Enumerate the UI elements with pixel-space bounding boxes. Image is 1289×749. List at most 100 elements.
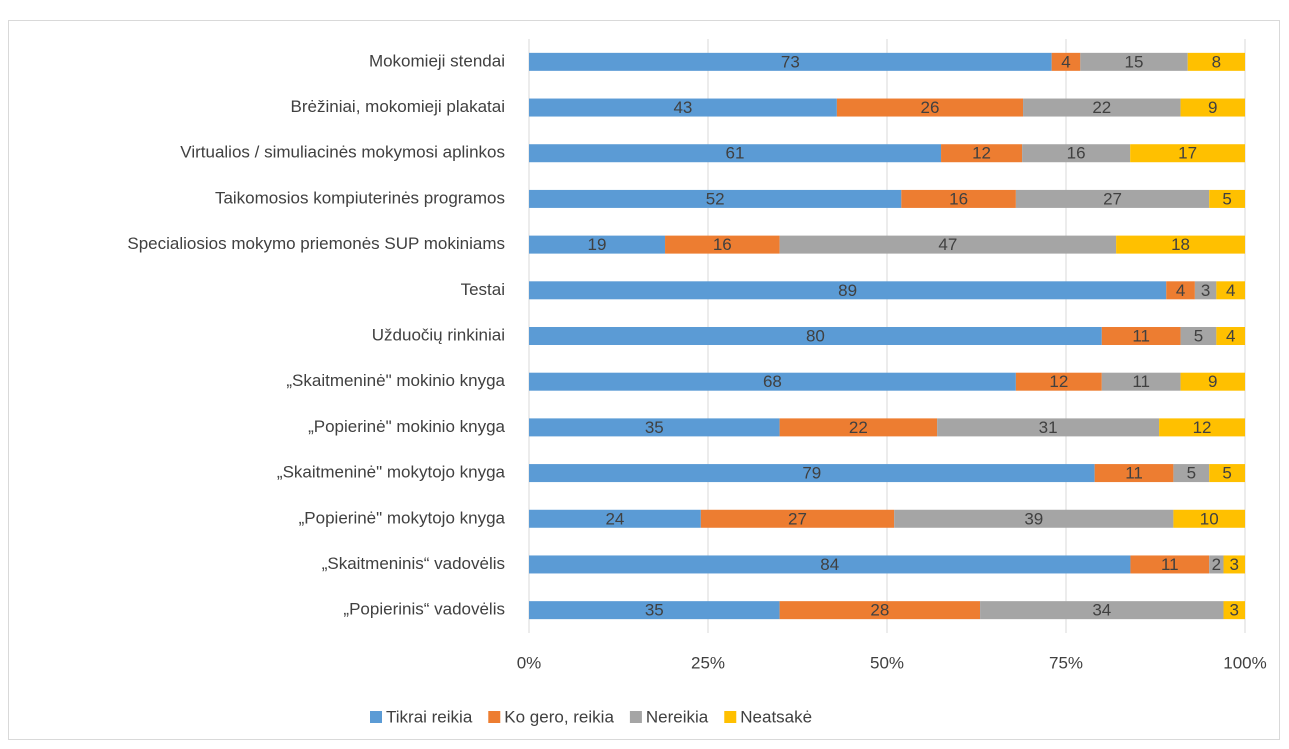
bar-segment [1180,327,1217,345]
bar-segment [1209,555,1224,574]
y-tick-label: Brėžiniai, mokomieji plakatai [291,97,505,116]
data-label: 73 [781,52,800,71]
data-label: 16 [949,189,968,208]
data-label: 11 [1125,464,1143,483]
data-label: 18 [1171,235,1190,254]
data-label: 79 [802,464,821,483]
data-label: 28 [870,601,889,620]
data-label: 11 [1132,326,1150,345]
bar-segment [941,144,1023,163]
data-label: 35 [645,418,664,437]
data-label: 5 [1222,189,1231,208]
legend-label: Nereikia [646,707,709,726]
data-label: 89 [838,281,857,300]
x-tick-label: 100% [1223,653,1266,672]
bar-segment [529,464,1095,483]
data-label: 12 [1049,372,1068,391]
legend-label: Tikrai reikia [386,707,473,726]
data-label: 27 [788,509,807,528]
data-label: 52 [706,189,725,208]
x-tick-label: 75% [1049,653,1083,672]
bar-segment [1023,98,1181,117]
data-label: 4 [1226,326,1235,345]
data-label: 4 [1226,281,1235,300]
data-label: 15 [1125,52,1144,71]
bar-segment [1223,601,1245,620]
bar-segment [1223,555,1245,574]
bar-segment [1080,52,1188,71]
data-label: 22 [1092,98,1111,117]
bar-segment [1173,464,1210,483]
bar-segment [1015,189,1210,208]
data-label: 68 [763,372,782,391]
y-tick-label: Užduočių rinkiniai [372,325,505,344]
bar-segment [700,509,895,528]
y-tick-label: Testai [461,280,505,299]
bar-segment [529,555,1131,574]
legend-swatch [629,711,642,723]
data-label: 4 [1061,52,1070,71]
bar-segment [529,144,942,163]
bar-segment [1173,509,1245,528]
data-label: 11 [1132,372,1150,391]
data-label: 3 [1201,281,1210,300]
data-label: 27 [1103,189,1122,208]
data-label: 8 [1212,52,1221,71]
data-label: 12 [1193,418,1212,437]
data-label: 26 [920,98,939,117]
data-label: 31 [1039,418,1058,437]
bar-segment [1216,281,1245,300]
bar-segment [529,327,1102,345]
data-label: 4 [1176,281,1185,300]
data-label: 22 [849,418,868,437]
legend-swatch [724,711,737,723]
bar-segment [529,418,780,437]
data-label: 16 [713,235,732,254]
bar-segment [937,418,1160,437]
bar-segment [1180,98,1245,117]
data-label: 39 [1024,509,1043,528]
y-tick-label: „Popierinė" mokinio knyga [308,417,505,436]
data-label: 16 [1067,144,1086,163]
data-label: 5 [1194,326,1203,345]
bar-segment [529,372,1016,391]
data-label: 3 [1230,555,1239,574]
bar-segment [1116,235,1245,254]
bar-segment [1159,418,1245,437]
bar-segment [1194,281,1217,300]
data-label: 47 [938,235,957,254]
bar-segment [1209,189,1245,208]
bar-segment [1130,144,1245,163]
data-label: 17 [1178,144,1197,163]
bar-segment [894,509,1174,528]
bar-segment [665,235,780,254]
bar-segment [529,189,902,208]
y-tick-label: Taikomosios kompiuterinės programos [215,188,505,207]
bar-segment [1015,372,1102,391]
bar-segment [779,601,981,620]
data-label: 5 [1187,464,1196,483]
bar-segment [1130,555,1210,574]
bar-segment [980,601,1224,620]
data-label: 9 [1208,372,1217,391]
bar-segment [1166,281,1195,300]
x-tick-label: 0% [517,653,542,672]
bar-segment [1209,464,1245,483]
bar-segment [1187,52,1245,71]
bar-segment [529,281,1167,300]
data-label: 3 [1230,601,1239,620]
y-tick-label: „Skaitmeninė" mokytojo knyga [277,463,506,482]
y-tick-label: „Popierinis“ vadovėlis [343,600,505,619]
y-tick-label: „Skaitmeninė" mokinio knyga [286,371,505,390]
legend-label: Ko gero, reikia [504,707,614,726]
bar-segment [1101,327,1181,345]
y-tick-label: „Popierinė" mokytojo knyga [299,508,506,527]
data-label: 9 [1208,98,1217,117]
y-tick-label: Specialiosios mokymo priemonės SUP mokin… [127,234,505,253]
data-label: 5 [1222,464,1231,483]
data-label: 34 [1092,601,1111,620]
legend-swatch [370,711,382,723]
bar-segment [529,601,780,620]
data-label: 84 [820,555,839,574]
